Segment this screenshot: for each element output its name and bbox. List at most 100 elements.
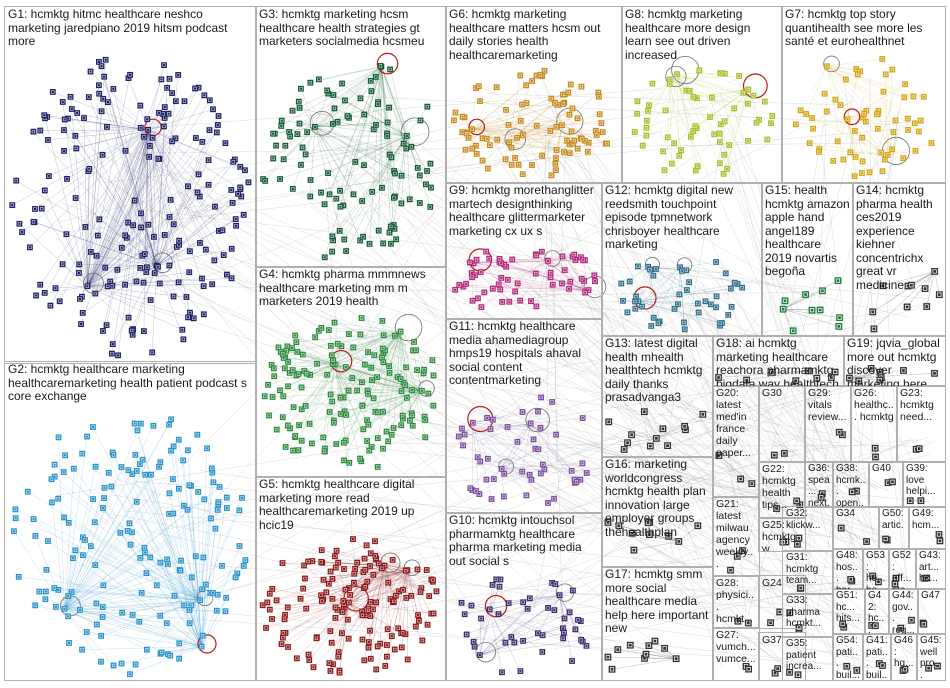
edge [140, 244, 556, 607]
edge [314, 98, 361, 128]
node-fill [139, 226, 143, 229]
edge [55, 606, 202, 647]
edge [638, 269, 651, 302]
group-panel-g51: G51: hc... hits... [832, 588, 866, 635]
edge [345, 331, 401, 441]
node-fill [104, 266, 107, 269]
edge [565, 258, 801, 538]
edge [669, 75, 740, 80]
edge [489, 609, 564, 639]
edge [64, 530, 128, 609]
edge [314, 124, 376, 128]
edge [561, 124, 606, 144]
edge [531, 125, 563, 166]
edge [128, 129, 149, 318]
group-panel-g15: G15: health hcmktg amazon apple hand ang… [761, 182, 854, 337]
group-label-g13: G13: latest digital health mhealth healt… [605, 336, 706, 404]
edge [621, 266, 649, 284]
edge [81, 453, 201, 601]
node-fill [89, 250, 92, 254]
edge [361, 118, 486, 345]
edge [64, 119, 157, 266]
node-fill [94, 292, 97, 295]
edge [498, 284, 589, 291]
edge [364, 364, 422, 391]
node-fill [53, 463, 56, 466]
edge [87, 101, 177, 287]
group-label-g26: G26: healthc... hcmktg [854, 387, 894, 423]
node-fill [66, 117, 70, 120]
group-label-g30: G30 [762, 387, 782, 399]
edge [462, 423, 531, 446]
edge [818, 118, 848, 153]
edge [501, 260, 548, 264]
group-panel-g42: G42: hc... nyti... [864, 588, 890, 635]
edge [103, 585, 201, 601]
edge [646, 79, 670, 121]
group-label-g20: G20: latest med'in france daily paper... [716, 387, 752, 459]
edge [553, 587, 814, 650]
edge [55, 285, 88, 289]
edge [472, 103, 564, 130]
node-fill [102, 97, 105, 100]
edge [332, 135, 407, 237]
edge [147, 129, 170, 266]
edge [669, 79, 754, 96]
edge [140, 127, 157, 266]
group-panel-g39: G39: love helpi... [902, 461, 946, 508]
edge [501, 468, 555, 499]
edge [79, 129, 149, 300]
edge [747, 92, 895, 617]
edge [314, 107, 390, 128]
edge [556, 303, 847, 581]
edge [324, 364, 336, 452]
edge [644, 411, 657, 439]
edge [64, 592, 213, 610]
edge [151, 265, 157, 353]
edge [314, 126, 402, 176]
edge [369, 66, 382, 244]
edge [87, 95, 205, 287]
node-fill [127, 76, 130, 80]
edge [159, 200, 396, 296]
edge [517, 423, 531, 443]
edge [819, 148, 888, 156]
group-panel-g34: G34 [832, 506, 880, 550]
edge [705, 311, 930, 503]
edge [718, 112, 935, 501]
node-fill [207, 158, 210, 162]
edge [343, 331, 401, 443]
edge [314, 65, 381, 128]
node-fill [103, 486, 106, 489]
edge [667, 79, 671, 138]
node-fill [207, 183, 210, 186]
edge [479, 578, 822, 630]
edge [294, 444, 814, 614]
edge [671, 97, 898, 583]
edge [746, 370, 809, 381]
group-panel-g21: G21: latest milwau agency weekly... [712, 496, 760, 577]
group-label-g42: G42: hc... nyti... [868, 590, 885, 635]
edge [274, 375, 422, 392]
group-panel-g38: G38: hcmk... open... [832, 461, 870, 508]
group-panel-g1: G1: hcmktg hitmc healthcare neshco marke… [4, 6, 257, 364]
edge [87, 281, 111, 287]
node-fill [20, 230, 24, 234]
edge [64, 559, 168, 610]
edge [285, 357, 335, 365]
node-fill [198, 241, 202, 245]
edge [702, 283, 785, 504]
node-fill [160, 78, 163, 81]
edge [911, 271, 935, 286]
edge [847, 74, 859, 120]
edge [676, 74, 694, 132]
edge [156, 117, 165, 266]
edge [387, 133, 407, 137]
edge [87, 111, 102, 287]
edge [479, 583, 556, 656]
edge [687, 301, 877, 491]
edge [782, 309, 794, 331]
group-label-g32: G32: klickw... [786, 508, 821, 531]
edge [667, 274, 874, 586]
node-fill [81, 311, 84, 315]
